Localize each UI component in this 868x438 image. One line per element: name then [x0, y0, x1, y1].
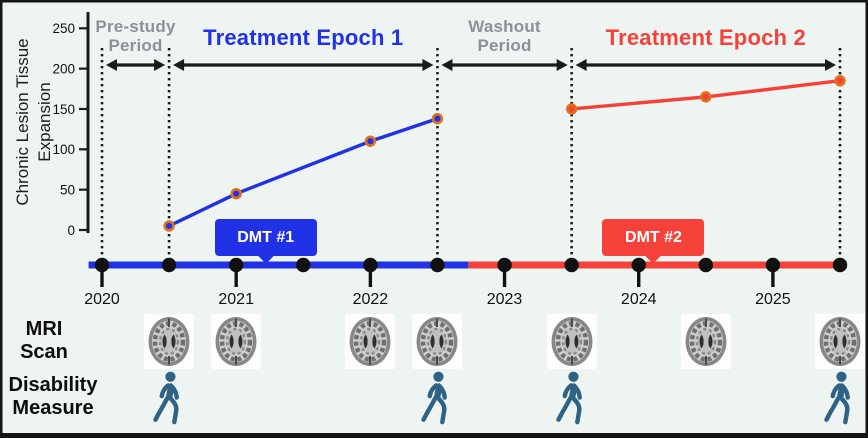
period-label-pre-study: Pre-study Period — [95, 17, 176, 55]
period-label-epoch-1: Treatment Epoch 1 — [203, 25, 404, 50]
period-label-epoch-2: Treatment Epoch 2 — [605, 25, 806, 50]
timeline-dot — [698, 257, 714, 273]
mri-brain-icon — [412, 314, 462, 369]
dmt-callout-tail — [644, 245, 663, 264]
y-tick-label: 50 — [60, 182, 75, 197]
timeline-dot — [832, 257, 848, 273]
timeline-dot — [161, 257, 177, 273]
year-label: 2020 — [84, 291, 120, 308]
year-label: 2023 — [487, 291, 523, 308]
data-point-marker — [834, 75, 846, 87]
mri-brain-icon — [815, 314, 865, 369]
dmt-label: DMT #1 — [237, 228, 295, 246]
year-label: 2024 — [621, 291, 657, 308]
mri-scan-row-label: MRI Scan — [20, 318, 68, 363]
lesion-series-line — [168, 117, 438, 228]
dmt-callout-tail — [256, 245, 275, 264]
data-point-marker — [230, 187, 242, 200]
arrowhead-right — [422, 59, 434, 71]
disability-measure-row-label: Disability Measure — [8, 374, 98, 419]
data-point-marker — [565, 103, 578, 115]
dmt-callout-1: DMT #1 — [214, 219, 317, 264]
timeline-dot — [296, 257, 311, 273]
walking-person-icon — [419, 371, 455, 425]
y-tick-label: 150 — [52, 102, 75, 117]
walking-person-icon — [151, 371, 187, 425]
year-label: 2022 — [353, 291, 389, 308]
mri-brain-icon — [345, 314, 395, 369]
timeline-dot — [564, 257, 579, 273]
y-tick-label: 100 — [52, 142, 75, 157]
y-tick-label: 250 — [52, 21, 75, 36]
period-label-washout: Washout Period — [468, 17, 541, 55]
mri-brain-icon — [144, 314, 194, 369]
data-point-marker — [431, 112, 444, 125]
mri-brain-icon — [211, 314, 261, 369]
arrowhead-left — [106, 59, 117, 71]
timeline-dot — [430, 257, 445, 273]
arrowhead-right — [556, 59, 568, 71]
y-axis-title: Chronic Lesion Tissue Expansion — [12, 38, 54, 206]
walking-person-icon — [554, 371, 590, 425]
year-label: 2021 — [218, 291, 254, 308]
arrowhead-left — [173, 59, 185, 71]
mri-brain-icon — [681, 314, 731, 369]
dmt-callout-2: DMT #2 — [602, 219, 705, 264]
y-tick-label: 0 — [67, 223, 75, 238]
year-label: 2025 — [755, 291, 791, 308]
arrowhead-right — [824, 59, 836, 71]
arrowhead-left — [575, 59, 587, 71]
data-point-marker — [163, 220, 175, 232]
data-point-marker — [364, 135, 377, 147]
dmt-label: DMT #2 — [625, 228, 682, 246]
walking-person-icon — [822, 371, 858, 425]
y-tick-label: 200 — [52, 61, 75, 76]
data-point-marker — [700, 91, 712, 103]
arrowhead-right — [154, 59, 166, 71]
arrowhead-left — [441, 59, 453, 71]
mri-brain-icon — [547, 314, 597, 369]
